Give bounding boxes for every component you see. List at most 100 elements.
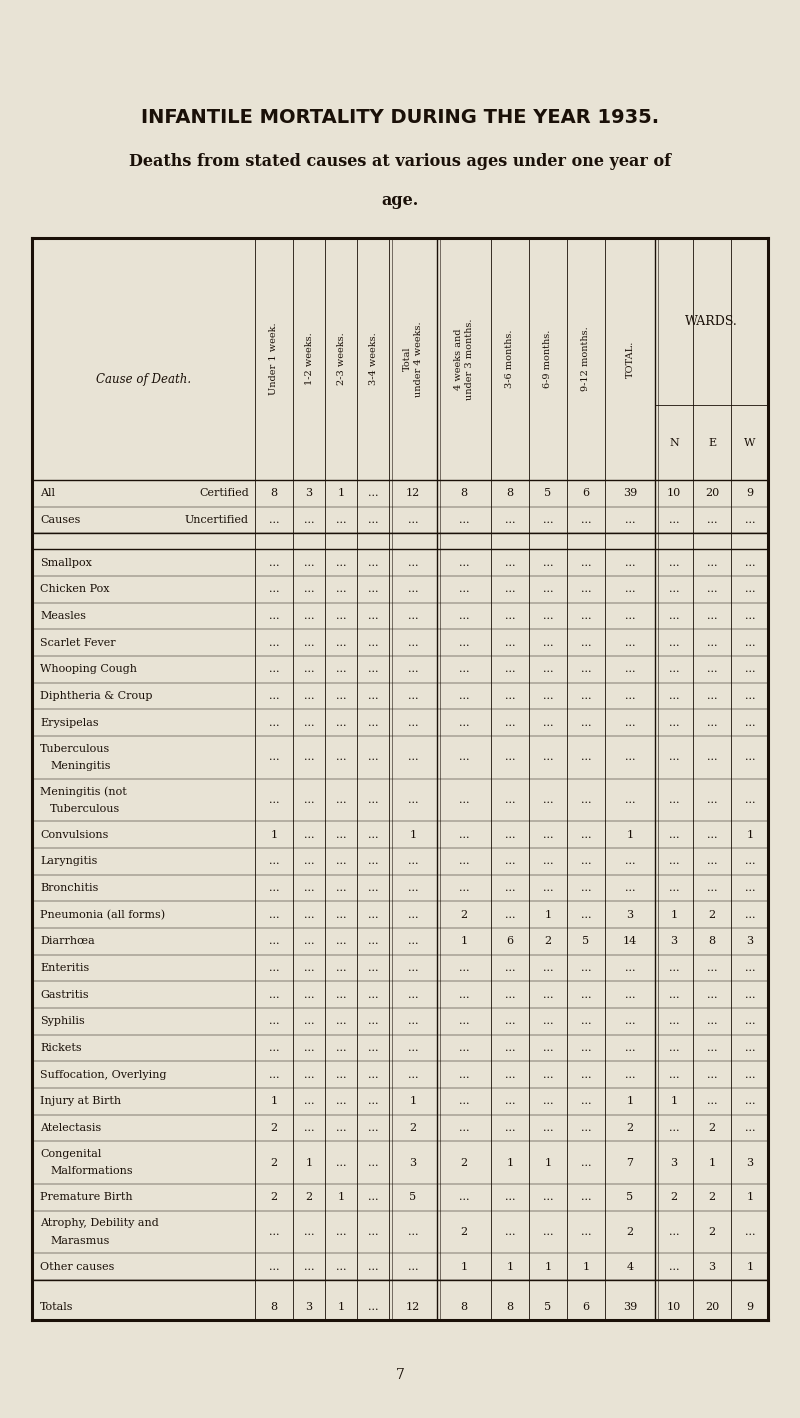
Text: ...: ... — [336, 611, 346, 621]
Text: ...: ... — [304, 584, 314, 594]
Text: Under 1 week.: Under 1 week. — [270, 323, 278, 396]
Text: ...: ... — [269, 1044, 279, 1054]
Text: ...: ... — [542, 691, 554, 700]
Text: 2: 2 — [709, 1123, 715, 1133]
Text: ...: ... — [581, 665, 591, 675]
Text: 3: 3 — [709, 1262, 715, 1272]
Text: ...: ... — [336, 1123, 346, 1133]
Text: ...: ... — [542, 638, 554, 648]
Text: ...: ... — [408, 557, 418, 567]
Text: ...: ... — [625, 795, 635, 805]
Text: ...: ... — [336, 1069, 346, 1079]
Text: ...: ... — [304, 557, 314, 567]
Text: 2: 2 — [270, 1123, 278, 1133]
Text: 1: 1 — [746, 1262, 754, 1272]
Text: TOTAL.: TOTAL. — [626, 340, 634, 377]
Text: 1: 1 — [461, 1262, 467, 1272]
Text: ...: ... — [505, 795, 515, 805]
Text: ...: ... — [581, 557, 591, 567]
Text: Meningitis: Meningitis — [50, 761, 110, 771]
Text: ...: ... — [581, 1069, 591, 1079]
Text: ...: ... — [458, 1069, 470, 1079]
Text: ...: ... — [458, 557, 470, 567]
Text: ...: ... — [706, 718, 718, 727]
Text: 39: 39 — [623, 1302, 637, 1312]
Text: Deaths from stated causes at various ages under one year of: Deaths from stated causes at various age… — [129, 153, 671, 170]
Text: ...: ... — [745, 584, 755, 594]
Text: ...: ... — [581, 1227, 591, 1236]
Text: Cause of Death.: Cause of Death. — [96, 373, 191, 386]
Text: ...: ... — [458, 1193, 470, 1202]
Text: ...: ... — [408, 611, 418, 621]
Text: ...: ... — [458, 1096, 470, 1106]
Text: Malformations: Malformations — [50, 1166, 133, 1176]
Text: ...: ... — [581, 691, 591, 700]
Text: 5: 5 — [545, 1302, 551, 1312]
Text: 6-9 months.: 6-9 months. — [543, 330, 553, 389]
Text: ...: ... — [505, 584, 515, 594]
Text: ...: ... — [745, 990, 755, 1000]
Text: ...: ... — [581, 753, 591, 763]
Text: ...: ... — [745, 795, 755, 805]
Text: 12: 12 — [406, 1302, 420, 1312]
Text: 2: 2 — [270, 1193, 278, 1202]
Text: ...: ... — [269, 856, 279, 866]
Text: ...: ... — [269, 638, 279, 648]
Text: ...: ... — [669, 638, 679, 648]
Text: 3-4 weeks.: 3-4 weeks. — [369, 333, 378, 386]
Text: ...: ... — [669, 718, 679, 727]
Text: 2: 2 — [545, 936, 551, 946]
Text: 8: 8 — [506, 1302, 514, 1312]
Text: ...: ... — [625, 990, 635, 1000]
Text: 3: 3 — [306, 1302, 313, 1312]
Text: ...: ... — [336, 638, 346, 648]
Text: ...: ... — [745, 1096, 755, 1106]
Text: ...: ... — [368, 1017, 378, 1027]
Text: E: E — [708, 438, 716, 448]
Text: ...: ... — [368, 910, 378, 920]
Text: ...: ... — [542, 557, 554, 567]
Text: ...: ... — [368, 830, 378, 839]
Text: Suffocation, Overlying: Suffocation, Overlying — [40, 1069, 166, 1079]
Text: ...: ... — [368, 1157, 378, 1167]
Text: 1: 1 — [545, 1262, 551, 1272]
Text: 2: 2 — [626, 1123, 634, 1133]
Text: ...: ... — [368, 1302, 378, 1312]
Text: ...: ... — [669, 830, 679, 839]
Text: ...: ... — [505, 515, 515, 525]
Text: ...: ... — [336, 1044, 346, 1054]
Text: ...: ... — [669, 990, 679, 1000]
Text: 1: 1 — [506, 1157, 514, 1167]
Text: ...: ... — [542, 718, 554, 727]
Text: ...: ... — [269, 1227, 279, 1236]
Text: ...: ... — [368, 1123, 378, 1133]
Text: ...: ... — [336, 1262, 346, 1272]
Text: 1: 1 — [410, 1096, 417, 1106]
Text: ...: ... — [505, 557, 515, 567]
Text: ...: ... — [368, 753, 378, 763]
Text: ...: ... — [581, 1157, 591, 1167]
Text: Gastritis: Gastritis — [40, 990, 89, 1000]
Text: 1: 1 — [626, 830, 634, 839]
Text: ...: ... — [706, 691, 718, 700]
Text: 8: 8 — [461, 1302, 467, 1312]
Text: ...: ... — [336, 718, 346, 727]
Text: 1: 1 — [746, 830, 754, 839]
Text: ...: ... — [669, 795, 679, 805]
Text: ...: ... — [706, 1096, 718, 1106]
Text: 2: 2 — [709, 910, 715, 920]
Text: ...: ... — [669, 1262, 679, 1272]
Text: 10: 10 — [667, 488, 681, 498]
Text: 3: 3 — [670, 936, 678, 946]
Text: ...: ... — [542, 584, 554, 594]
Text: Erysipelas: Erysipelas — [40, 718, 98, 727]
Text: ...: ... — [542, 883, 554, 893]
Text: ...: ... — [408, 1017, 418, 1027]
Text: Atelectasis: Atelectasis — [40, 1123, 102, 1133]
Text: ...: ... — [625, 1044, 635, 1054]
Text: ...: ... — [336, 910, 346, 920]
Text: ...: ... — [269, 691, 279, 700]
Text: ...: ... — [542, 1044, 554, 1054]
Text: ...: ... — [581, 963, 591, 973]
Text: ...: ... — [304, 1227, 314, 1236]
